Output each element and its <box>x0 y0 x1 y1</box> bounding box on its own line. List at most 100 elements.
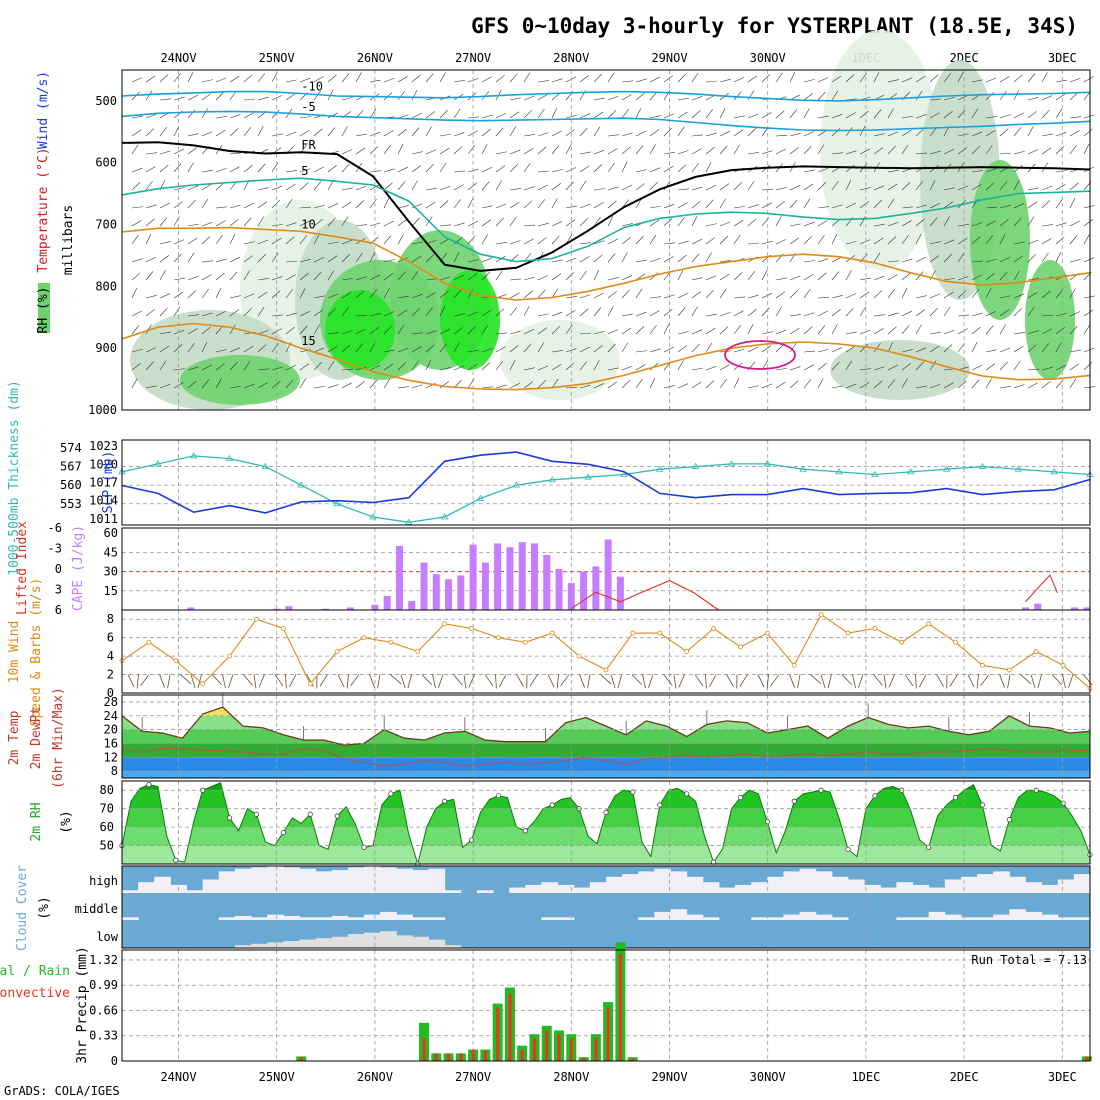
cloud-fill <box>1025 911 1043 920</box>
wind-barb <box>551 259 563 263</box>
wind-barb <box>257 382 268 389</box>
wind-barb <box>873 342 881 353</box>
wind-barb <box>201 183 212 191</box>
thickness-marker <box>512 481 521 488</box>
wind-barb <box>468 674 475 688</box>
date-label-top: 26NOV <box>357 51 393 65</box>
rh-marker <box>469 837 475 843</box>
wind-barb <box>215 288 222 299</box>
rh2m-legend: 2m RH <box>29 802 44 841</box>
wind-barb <box>1069 220 1080 227</box>
wind-barb <box>901 272 911 281</box>
wind-barb <box>999 674 1006 688</box>
wind-barb <box>775 72 783 83</box>
wind-barb <box>649 377 656 389</box>
wind-barb <box>817 182 827 191</box>
wind-barb <box>1041 224 1053 227</box>
wind-barb <box>523 95 535 101</box>
cloud-fill <box>686 914 704 920</box>
wind-barb <box>327 345 338 353</box>
wind-barb <box>383 168 395 173</box>
wind-barb <box>285 236 295 245</box>
cloud-fill <box>573 887 591 893</box>
cloud-fill <box>622 874 639 893</box>
rh-tick: 60 <box>100 820 114 834</box>
wind-barb <box>411 74 421 83</box>
wind-barb <box>565 272 575 281</box>
wind-barb <box>976 674 979 689</box>
wind-barb <box>131 220 142 227</box>
wind-barb <box>467 273 478 281</box>
temp-band <box>122 771 1090 778</box>
wind-barb <box>355 276 367 281</box>
wind-barb <box>789 185 801 191</box>
wind-barb <box>257 306 265 317</box>
wind-barb <box>285 289 294 299</box>
wind-barb <box>313 204 325 209</box>
wind-barb <box>425 73 434 83</box>
wind-barb <box>775 216 782 227</box>
wind-barb <box>215 129 226 137</box>
wind-barb <box>775 306 783 317</box>
wind-barb <box>649 167 661 173</box>
wind-barb <box>579 165 590 173</box>
li-tick: 6 <box>55 603 62 617</box>
wind-barb <box>145 347 157 353</box>
cloud-fill <box>283 941 300 948</box>
wind-barb <box>537 275 549 281</box>
wind-barb <box>369 184 380 191</box>
wind-barb <box>131 206 143 209</box>
slp-tick: 1020 <box>89 457 118 471</box>
wind-barb <box>775 148 786 155</box>
wind-barb <box>635 108 642 119</box>
wind-barb <box>432 674 436 689</box>
wind-barb <box>243 112 254 119</box>
wind-barb <box>467 235 476 245</box>
wind-barb <box>1083 234 1090 245</box>
wind-barb <box>257 368 269 371</box>
cloud-fill <box>751 917 768 920</box>
wind-barb <box>313 128 323 137</box>
wind-barb <box>411 270 419 281</box>
wind-barb <box>355 328 366 335</box>
wind-barb <box>271 199 280 209</box>
wind-barb <box>173 73 181 83</box>
wind-barb <box>803 131 815 137</box>
wind-barb <box>145 152 157 155</box>
wind-barb <box>943 277 955 281</box>
wind-barb <box>215 91 224 101</box>
wind-barb <box>663 127 672 137</box>
wind-barb <box>817 348 829 353</box>
wind-barb <box>159 270 166 281</box>
wind-barb <box>411 112 423 119</box>
wind-barb <box>425 149 437 155</box>
wind-barb <box>617 674 622 689</box>
cape-bar <box>445 579 453 610</box>
wind-barb <box>803 364 814 371</box>
wind-barb <box>425 360 432 371</box>
wind-barb <box>523 134 535 137</box>
wind-barb <box>663 242 675 245</box>
wind-barb <box>810 674 822 685</box>
wind-barb <box>999 271 1008 281</box>
wind-barb <box>831 75 842 83</box>
isotherm-label: -10 <box>301 79 323 93</box>
cloud-fill <box>315 938 333 948</box>
wind-barb <box>523 72 531 83</box>
temp-tick: 16 <box>104 736 118 750</box>
wind-barb <box>145 166 156 173</box>
wind-barb <box>621 275 633 281</box>
cloud-fill <box>267 914 284 920</box>
wind-barb <box>271 224 283 227</box>
wind-barb <box>971 326 981 335</box>
wind-barb <box>817 220 828 227</box>
wind-barb <box>565 129 575 137</box>
wind-barb <box>201 342 208 353</box>
wind-barb <box>313 234 320 245</box>
wind-barb <box>915 75 926 83</box>
wind-barb <box>901 235 909 245</box>
temp-band <box>122 715 1090 730</box>
wind-barb <box>1041 95 1053 101</box>
wind-barb <box>841 674 853 685</box>
wind-barb <box>481 205 493 209</box>
